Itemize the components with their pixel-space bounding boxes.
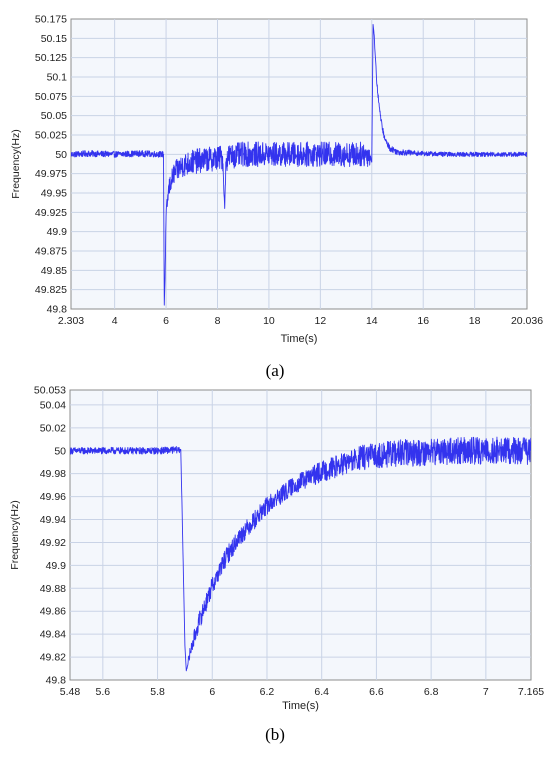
x-tick-label: 5.8 (150, 686, 165, 698)
series-line-frequency (70, 436, 531, 672)
grid-b (70, 390, 531, 680)
y-tick-label: 50.15 (41, 33, 67, 45)
x-tick-label: 6 (163, 315, 169, 327)
y-tick-label: 50.075 (35, 91, 67, 103)
x-tick-label: 7.165 (518, 686, 544, 698)
y-tick-label: 49.84 (40, 629, 66, 641)
grid-a (71, 19, 527, 309)
x-tick-label: 14 (366, 315, 378, 327)
x-tick-label: 4 (112, 315, 118, 327)
x-axis-label-a: Time(s) (281, 333, 318, 345)
x-tick-label: 6.2 (260, 686, 275, 698)
x-axis-label-b: Time(s) (282, 700, 319, 712)
y-tick-label: 49.98 (40, 468, 66, 480)
y-tick-label: 50.025 (35, 130, 67, 142)
y-axis-label-a: Frequency(Hz) (10, 129, 22, 198)
y-tick-label: 49.88 (40, 583, 66, 595)
plot-area-b (69, 389, 532, 681)
x-tick-label: 6.4 (314, 686, 329, 698)
y-tick-label: 50.04 (40, 399, 66, 411)
x-tick-label: 12 (315, 315, 327, 327)
x-tick-label: 8 (215, 315, 221, 327)
y-tick-label: 50.1 (47, 72, 68, 84)
panel-label-b: (b) (265, 725, 285, 744)
y-tick-label: 49.94 (40, 514, 66, 526)
x-tick-label: 6.8 (424, 686, 439, 698)
x-tick-label: 16 (417, 315, 429, 327)
series-line-frequency (71, 23, 527, 306)
y-tick-label: 50.125 (35, 52, 67, 64)
y-tick-label: 50.053 (34, 385, 66, 397)
y-tick-label: 49.9 (46, 560, 67, 572)
series-group-a (71, 23, 527, 306)
x-tick-label: 20.036 (511, 315, 543, 327)
y-tick-label: 49.875 (35, 246, 67, 258)
y-tick-label: 49.975 (35, 168, 67, 180)
x-tick-label: 7 (483, 686, 489, 698)
y-tick-label: 49.9 (47, 226, 68, 238)
panel-label-a: (a) (266, 361, 285, 380)
y-tick-label: 49.86 (40, 606, 66, 618)
y-tick-label: 50 (54, 445, 66, 457)
y-tick-label: 49.925 (35, 207, 67, 219)
y-axis-label-b: Frequency(Hz) (9, 500, 21, 569)
x-tick-label: 2.303 (58, 315, 84, 327)
y-tick-label: 50.175 (35, 14, 67, 26)
tick-labels-b: 5.48 5.6 5.8 6 6.2 6.4 6.6 6.8 7 7.165 49.8 49.82 49… (34, 385, 544, 699)
y-tick-label: 49.92 (40, 537, 66, 549)
y-tick-label: 50.05 (41, 110, 67, 122)
x-tick-label: 5.48 (60, 686, 81, 698)
y-tick-label: 49.82 (40, 652, 66, 664)
x-tick-label: 6 (209, 686, 215, 698)
chart-panel-a: 2.303 4 6 8 10 12 14 16 18 20.036 49.8 49.825 49.85 4… (10, 14, 543, 381)
x-tick-label: 6.6 (369, 686, 384, 698)
x-tick-label: 5.6 (96, 686, 111, 698)
y-tick-label: 49.8 (46, 675, 67, 687)
x-tick-label: 10 (263, 315, 275, 327)
y-tick-label: 50.02 (40, 422, 66, 434)
y-tick-label: 49.95 (41, 188, 67, 200)
chart-panel-b: 5.48 5.6 5.8 6 6.2 6.4 6.6 6.8 7 7.165 49.8 49.82 49… (9, 385, 544, 745)
y-tick-label: 49.8 (47, 304, 68, 316)
y-tick-label: 49.85 (41, 265, 67, 277)
y-tick-label: 49.96 (40, 491, 66, 503)
y-tick-label: 50 (55, 149, 67, 161)
tick-labels-a: 2.303 4 6 8 10 12 14 16 18 20.036 49.8 49.825 49.85 4… (35, 14, 543, 328)
x-tick-label: 18 (469, 315, 481, 327)
series-group-b (70, 436, 531, 672)
y-tick-label: 49.825 (35, 284, 67, 296)
